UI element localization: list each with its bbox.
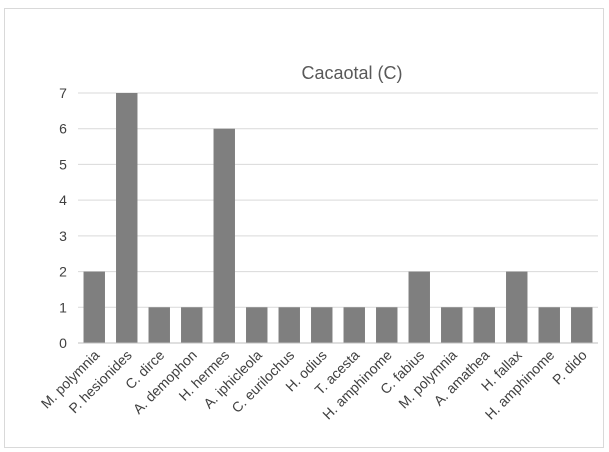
bar xyxy=(473,307,495,343)
bar xyxy=(538,307,560,343)
x-category-label: P. dido xyxy=(549,347,590,388)
y-tick-label: 3 xyxy=(59,228,67,244)
bar xyxy=(408,271,430,343)
bar xyxy=(278,307,300,343)
y-tick-label: 5 xyxy=(59,156,67,172)
bar xyxy=(571,307,593,343)
y-tick-label: 4 xyxy=(59,192,67,208)
chart-frame xyxy=(4,8,604,448)
bar xyxy=(181,307,203,343)
bar xyxy=(148,307,170,343)
y-tick-label: 2 xyxy=(59,264,67,280)
bar xyxy=(116,93,138,343)
bar xyxy=(213,128,235,343)
y-tick-label: 7 xyxy=(59,85,67,101)
y-tick-label: 6 xyxy=(59,121,67,137)
bar xyxy=(376,307,398,343)
bar xyxy=(246,307,268,343)
chart-title: Cacaotal (C) xyxy=(301,63,402,83)
y-axis-ticks: 0 1 2 3 4 5 6 7 xyxy=(59,85,67,351)
bar xyxy=(311,307,333,343)
bar xyxy=(506,271,528,343)
y-tick-label: 1 xyxy=(59,299,67,315)
bar xyxy=(343,307,365,343)
bar xyxy=(441,307,463,343)
y-tick-label: 0 xyxy=(59,335,67,351)
bars xyxy=(83,93,593,343)
bar xyxy=(83,271,105,343)
